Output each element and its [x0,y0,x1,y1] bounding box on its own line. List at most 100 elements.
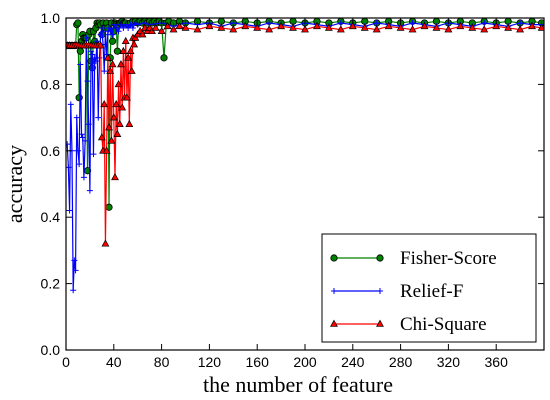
data-point-marker [109,113,118,121]
data-point-marker [481,19,488,26]
data-point-marker [330,254,338,262]
data-point-marker [66,207,73,214]
data-point-marker [74,19,82,27]
data-point-marker [480,25,489,33]
data-point-marker [107,28,114,35]
data-point-marker [337,19,344,26]
data-point-marker [163,21,172,30]
data-point-marker [127,21,134,28]
x-tick-label: 200 [293,354,317,370]
data-point-marker [107,136,116,144]
data-point-marker [74,147,81,154]
data-point-marker [230,19,237,26]
data-point-marker [205,21,214,30]
data-point-marker [151,23,160,31]
series-line [67,25,542,244]
data-point-marker [125,119,134,128]
legend-label: Chi-Square [400,314,487,335]
data-point-marker [114,80,123,88]
data-point-marker [193,25,202,33]
y-tick-label: 0.2 [41,276,61,292]
x-tick-label: 240 [341,354,365,370]
data-point-marker [100,99,109,108]
legend-item: Relief-F [331,281,463,302]
legend-item: Fisher-Score [330,248,497,269]
y-axis-title: accuracy [2,145,27,223]
series-chi-square [66,21,544,247]
y-tick-label: 1.0 [41,10,61,26]
data-point-marker [373,19,380,26]
x-tick-label: 40 [106,354,122,370]
data-point-marker [66,141,71,148]
data-point-marker [73,114,80,121]
data-point-marker [106,66,115,74]
data-point-marker [113,47,121,55]
data-point-marker [432,23,441,31]
data-point-marker [103,53,112,61]
data-point-marker [101,239,110,247]
data-point-marker [113,24,120,31]
data-point-marker [77,61,84,68]
data-point-marker [82,137,89,144]
data-point-marker [121,36,130,45]
data-point-marker [79,134,86,141]
series-layer [66,18,544,294]
data-point-marker [528,21,536,30]
data-point-marker [160,54,168,62]
data-point-marker [71,257,78,264]
x-tick-label: 120 [198,354,222,370]
y-tick-label: 0.0 [41,342,61,358]
data-point-marker [124,53,133,61]
legend-label: Relief-F [400,281,463,302]
data-point-marker [277,21,286,30]
data-point-marker [376,319,384,327]
data-point-marker [109,37,117,45]
legend-item: Chi-Square [330,314,487,335]
data-point-marker [119,46,128,54]
legend-label: Fisher-Score [400,248,497,269]
data-point-marker [372,25,381,33]
data-point-marker [348,21,357,30]
data-point-marker [90,151,97,158]
data-point-marker [97,133,106,141]
x-axis-title: the number of feature [203,372,393,397]
data-point-marker [408,25,417,33]
data-point-marker [266,19,273,26]
data-point-marker [72,267,79,274]
data-point-marker [85,121,92,128]
data-point-marker [376,254,384,262]
data-point-marker [105,123,113,131]
data-point-marker [134,21,141,28]
data-point-marker [113,129,122,137]
data-point-marker [140,19,147,26]
data-point-marker [456,21,465,30]
data-point-marker [384,21,393,30]
data-point-marker [360,23,369,31]
axis-ticks: 0 40 80 120 160 200 240 280 320 360 0.0 0.2 0.4 0.6 0.… [41,10,544,370]
data-point-marker [115,28,122,35]
data-point-marker [377,288,383,294]
data-point-marker [101,68,108,75]
data-point-marker [78,131,85,138]
data-point-marker [118,103,127,111]
data-point-marker [181,23,190,31]
y-tick-label: 0.6 [41,143,61,159]
plot-area [65,17,545,351]
data-point-marker [420,21,429,30]
data-point-marker [84,78,91,85]
data-point-marker [301,25,309,33]
y-tick-label: 0.8 [41,76,61,92]
data-point-marker [537,23,544,31]
data-point-marker [115,119,124,128]
data-point-marker [253,23,262,31]
data-point-marker [97,31,104,38]
data-point-marker [76,47,84,55]
data-point-marker [83,34,90,41]
legend: Fisher-Score Relief-F Chi-Square [321,233,537,343]
data-point-marker [289,23,297,31]
data-point-marker [94,38,101,45]
data-point-marker [324,23,333,31]
data-point-marker [516,25,525,33]
data-point-marker [111,172,119,181]
